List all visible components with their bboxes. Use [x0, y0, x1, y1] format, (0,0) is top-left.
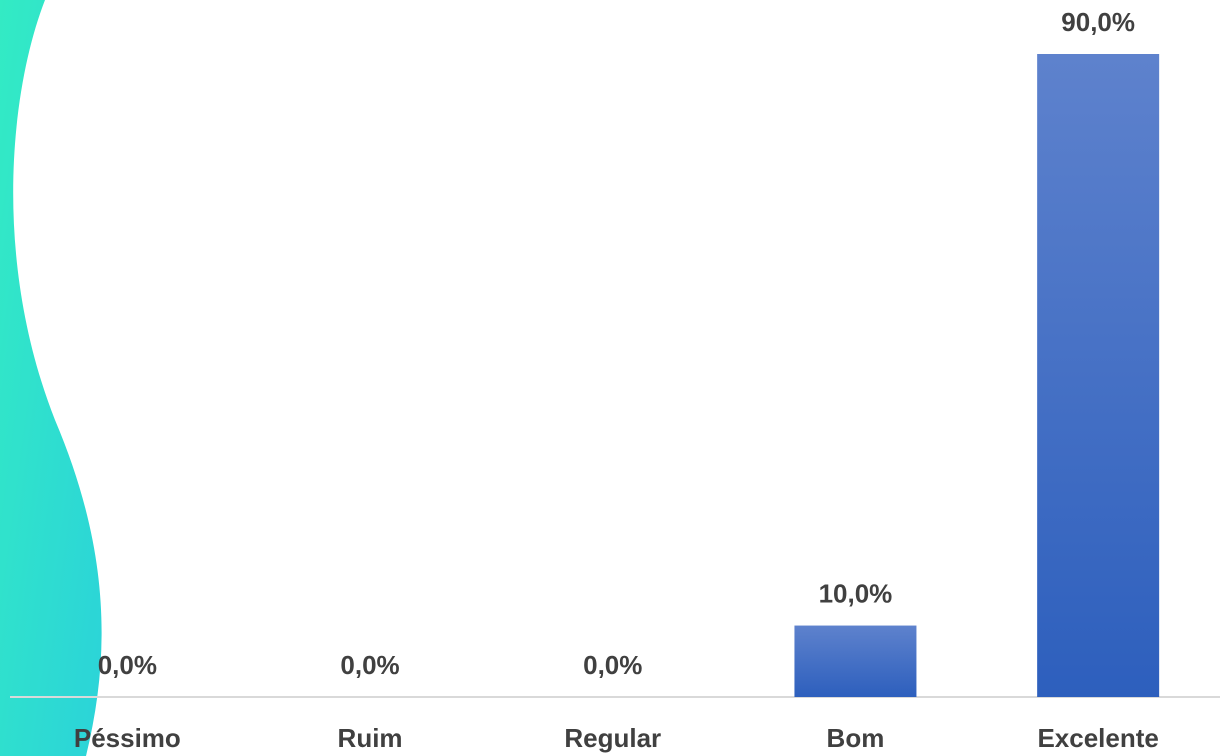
- value-label: 10,0%: [819, 578, 893, 608]
- x-tick-label: Bom: [827, 723, 885, 753]
- x-tick-label: Ruim: [338, 723, 403, 753]
- bar: [794, 625, 917, 697]
- value-label: 0,0%: [583, 650, 642, 680]
- value-label: 0,0%: [340, 650, 399, 680]
- x-tick-label: Regular: [564, 723, 661, 753]
- value-label: 90,0%: [1061, 7, 1135, 37]
- value-label: 0,0%: [98, 650, 157, 680]
- x-tick-label: Péssimo: [74, 723, 181, 753]
- decor-shape: [0, 0, 102, 756]
- bar: [1037, 54, 1160, 697]
- x-tick-label: Excelente: [1037, 723, 1158, 753]
